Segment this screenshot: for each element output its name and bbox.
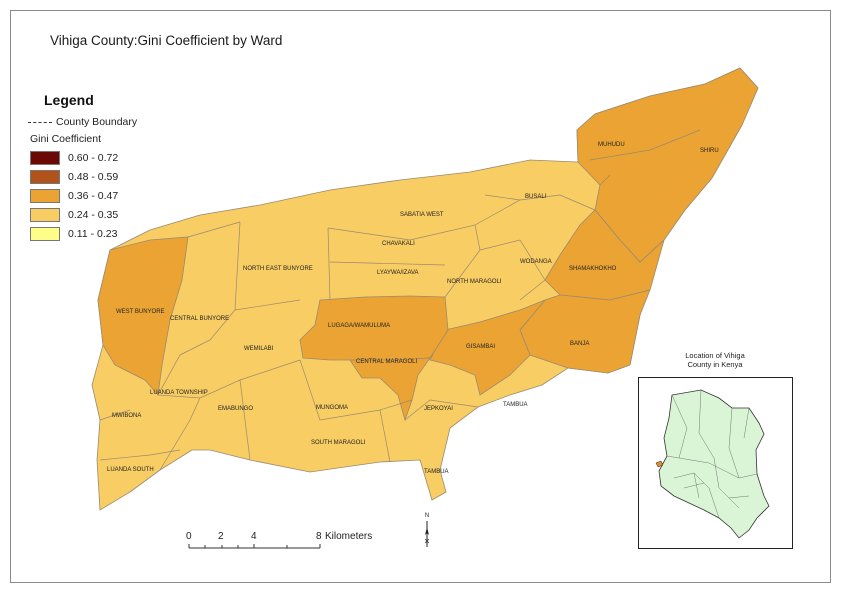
kenya-map <box>655 389 770 539</box>
legend-gini-heading: Gini Coefficient <box>30 133 102 145</box>
scale-tick-label: 0 <box>186 531 192 542</box>
legend-swatch <box>30 208 60 222</box>
ward-label: JEPKOYAI <box>424 406 453 412</box>
ward-label: GISAMBAI <box>466 344 495 350</box>
ward-label: SOUTH MARAGOLI <box>311 440 366 446</box>
legend-class-1: 0.60 - 0.72 <box>30 151 118 165</box>
legend-swatch <box>30 170 60 184</box>
kenya-county-lines <box>666 389 758 519</box>
ward-label: SHIRU <box>700 148 719 154</box>
inset-caption-line1: Location of Vihiga <box>685 351 745 360</box>
ward-label: LYAYWA/IZAVA <box>377 270 419 276</box>
legend-heading: Legend <box>44 92 94 108</box>
ward-label: MWIBONA <box>112 413 141 419</box>
legend-boundary-entry: County Boundary <box>28 116 137 128</box>
vihiga-highlight <box>655 460 664 468</box>
ward-label: TAMBUA <box>503 402 528 408</box>
north-arrow: N <box>423 513 431 551</box>
ward-label: NORTH MARAGOLI <box>447 279 502 285</box>
legend-class-label: 0.48 - 0.59 <box>68 170 119 183</box>
ward-gisambai <box>429 299 546 396</box>
ward-label: BUSALI <box>525 194 547 200</box>
ward-boundaries <box>99 129 701 471</box>
scale-tick-label: 4 <box>251 531 257 542</box>
map-title: Vihiga County:Gini Coefficient by Ward <box>50 33 283 48</box>
scale-tick-label: 2 <box>218 531 224 542</box>
ward-label: EMABUNGO <box>218 406 253 412</box>
legend-class-label: 0.60 - 0.72 <box>68 151 119 164</box>
north-letter: N <box>424 513 430 519</box>
ward-label: NORTH EAST BUNYORE <box>243 266 313 272</box>
legend-class-label: 0.36 - 0.47 <box>68 189 119 202</box>
ward-label: WODANGA <box>520 259 552 265</box>
legend-boundary-label: County Boundary <box>56 116 138 128</box>
north-arrow-icon <box>424 521 430 547</box>
ward-label: BANJA <box>570 341 589 347</box>
map-frame <box>10 10 831 583</box>
ward-label: CENTRAL BUNYORE <box>170 316 229 322</box>
inset-caption: Location of Vihiga County in Kenya <box>640 351 790 369</box>
ward-central-maragoli <box>349 357 431 422</box>
ward-muhudu-shiru <box>576 67 759 263</box>
legend-class-4: 0.24 - 0.35 <box>30 208 118 222</box>
ward-label: LUANDA SOUTH <box>107 467 154 473</box>
ward-label: CHAVAKALI <box>382 241 415 247</box>
ward-label: SHAMAKHOKHO <box>569 266 617 272</box>
dashed-line-symbol <box>28 121 52 123</box>
ward-label: SABATIA WEST <box>400 212 444 218</box>
ward-label: TAMBUA <box>424 469 449 475</box>
legend-class-5: 0.11 - 0.23 <box>30 227 117 241</box>
kenya-inset-map <box>638 377 793 549</box>
ward-label: WEST BUNYORE <box>116 309 165 315</box>
ward-label: WEMILABI <box>244 346 274 352</box>
ward-label: CENTRAL MARAGOLI <box>356 359 417 365</box>
legend-class-label: 0.24 - 0.35 <box>68 208 119 221</box>
legend-swatch <box>30 189 60 203</box>
ward-label: MUNGOMA <box>316 405 348 411</box>
ward-west-bunyore <box>97 236 189 396</box>
legend-swatch <box>30 227 60 241</box>
legend-swatch <box>30 151 60 165</box>
scale-unit-label: Kilometers <box>325 531 373 542</box>
legend-class-3: 0.36 - 0.47 <box>30 189 118 203</box>
legend-class-2: 0.48 - 0.59 <box>30 170 118 184</box>
legend-class-label: 0.11 - 0.23 <box>68 227 118 240</box>
ward-label: LUANDA TOWNSHIP <box>150 390 208 396</box>
inset-caption-line2: County in Kenya <box>687 360 743 369</box>
ward-label: MUHUDU <box>598 142 625 148</box>
scale-tick-label: 8 <box>316 531 322 542</box>
ward-label: LUGAGA/WAMULUMA <box>328 323 390 329</box>
